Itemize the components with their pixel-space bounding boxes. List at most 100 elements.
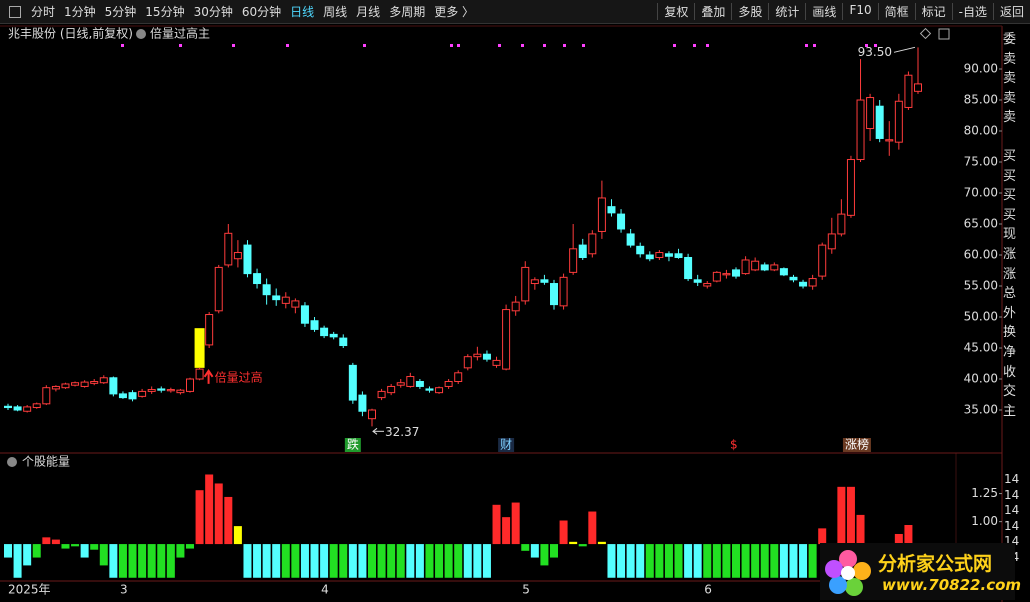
- sidebar-item[interactable]: 买: [1003, 207, 1017, 223]
- period-tab[interactable]: 5分钟: [104, 5, 137, 19]
- sidebar-item[interactable]: 换: [1003, 325, 1017, 341]
- candle-body: [578, 244, 587, 258]
- tool-button[interactable]: 多股: [731, 3, 768, 20]
- energy-bar: [607, 544, 616, 578]
- sidebar-item[interactable]: 卖: [1003, 71, 1017, 87]
- sidebar-item[interactable]: 净: [1003, 344, 1017, 360]
- menu-icon[interactable]: [136, 29, 146, 39]
- window-icon[interactable]: [9, 5, 21, 18]
- tool-button[interactable]: 画线: [805, 3, 842, 20]
- candle-body: [741, 259, 750, 275]
- sidebar-item[interactable]: 卖: [1003, 90, 1017, 106]
- energy-bar: [90, 544, 99, 550]
- energy-bar: [846, 486, 855, 545]
- sidebar-item[interactable]: 现: [1003, 227, 1017, 243]
- sidebar-item[interactable]: 买: [1003, 168, 1017, 184]
- y-tick-label: 40.00: [964, 372, 998, 386]
- candle-body: [684, 256, 693, 280]
- sidebar-item[interactable]: 总: [1003, 286, 1017, 302]
- candle-body: [262, 284, 271, 296]
- candle-body: [157, 388, 166, 391]
- period-tab[interactable]: 更多 〉: [434, 5, 475, 19]
- sub-title: 个股能量: [22, 455, 70, 469]
- x-tick-label: 6: [704, 583, 712, 597]
- max-arrow: [893, 46, 916, 53]
- sidebar-item[interactable]: 主: [1003, 403, 1017, 419]
- tool-button[interactable]: 叠加: [694, 3, 731, 20]
- min-label: 32.37: [385, 425, 419, 439]
- energy-bar: [415, 544, 424, 578]
- energy-bar: [530, 544, 539, 558]
- candle-body: [760, 264, 769, 271]
- candle-body: [118, 393, 127, 399]
- period-tab[interactable]: 月线: [356, 5, 381, 19]
- energy-bar: [789, 544, 798, 578]
- sidebar-item[interactable]: 外: [1003, 305, 1017, 321]
- candle-body: [559, 276, 568, 307]
- logo: [825, 550, 871, 596]
- sidebar-item[interactable]: 卖: [1003, 110, 1017, 126]
- energy-bar: [482, 544, 491, 578]
- tool-button[interactable]: 复权: [657, 3, 694, 20]
- tool-button[interactable]: 统计: [768, 3, 805, 20]
- icon[interactable]: [919, 27, 932, 40]
- sidebar-item[interactable]: 交: [1003, 384, 1017, 400]
- sidebar-item[interactable]: 买: [1003, 148, 1017, 164]
- event-label: 跌: [347, 437, 359, 452]
- candle-body: [224, 232, 233, 266]
- energy-bar: [291, 544, 300, 578]
- x-tick-label: 5: [522, 583, 530, 597]
- chart-title: 兆丰股份 (日线,前复权): [8, 26, 133, 41]
- energy-bar: [368, 544, 376, 578]
- period-tab[interactable]: 日线: [290, 5, 315, 19]
- energy-bar: [358, 544, 367, 578]
- candle-body: [281, 296, 290, 304]
- energy-bar: [147, 544, 156, 578]
- icon[interactable]: [938, 28, 950, 40]
- period-tab[interactable]: 15分钟: [145, 5, 185, 19]
- period-tab[interactable]: 1分钟: [64, 5, 96, 19]
- energy-bar: [597, 541, 606, 545]
- sidebar-item[interactable]: 涨: [1003, 246, 1017, 262]
- energy-bar: [751, 544, 760, 578]
- tool-button[interactable]: 返回: [992, 3, 1030, 20]
- candle-body: [348, 364, 357, 401]
- candle-body: [128, 392, 137, 400]
- signal-label: 倍量过高: [215, 369, 263, 384]
- energy-bar: [894, 533, 903, 545]
- candle-body: [530, 279, 539, 285]
- sidebar-item[interactable]: 收: [1003, 364, 1017, 380]
- period-tab[interactable]: 60分钟: [241, 5, 282, 19]
- candle-body: [415, 380, 424, 387]
- sidebar-item[interactable]: 涨: [1003, 266, 1017, 282]
- candle-body: [138, 390, 147, 397]
- energy-bar: [473, 544, 482, 578]
- sidebar-item[interactable]: 卖: [1003, 51, 1017, 67]
- event-label: 涨榜: [845, 437, 869, 452]
- sidebar-item[interactable]: 委: [1003, 32, 1017, 47]
- menu-icon[interactable]: [7, 457, 17, 467]
- candle-body: [406, 376, 415, 387]
- period-tab[interactable]: 多周期: [389, 5, 426, 19]
- tool-button[interactable]: F10: [842, 3, 877, 20]
- period-tab[interactable]: 周线: [323, 5, 348, 19]
- candle-body: [300, 305, 309, 324]
- energy-bar: [348, 544, 357, 578]
- period-tab[interactable]: 30分钟: [193, 5, 233, 19]
- tool-button[interactable]: 简框: [877, 3, 915, 20]
- energy-bar: [578, 544, 587, 547]
- candle-body: [329, 333, 338, 338]
- candle-body: [645, 254, 654, 260]
- candle-body: [722, 273, 731, 276]
- energy-bar: [224, 496, 233, 545]
- tool-button[interactable]: -自选: [951, 3, 993, 20]
- candle-body: [387, 385, 396, 394]
- signal-dots: [121, 44, 877, 47]
- energy-bar: [118, 544, 127, 578]
- energy-bar: [262, 544, 271, 578]
- tool-button[interactable]: 标记: [914, 3, 952, 20]
- event-box: [344, 438, 361, 452]
- x-tick-label: 4: [321, 583, 329, 597]
- period-tab[interactable]: 分时: [31, 5, 56, 19]
- sidebar-item[interactable]: 买: [1003, 188, 1017, 204]
